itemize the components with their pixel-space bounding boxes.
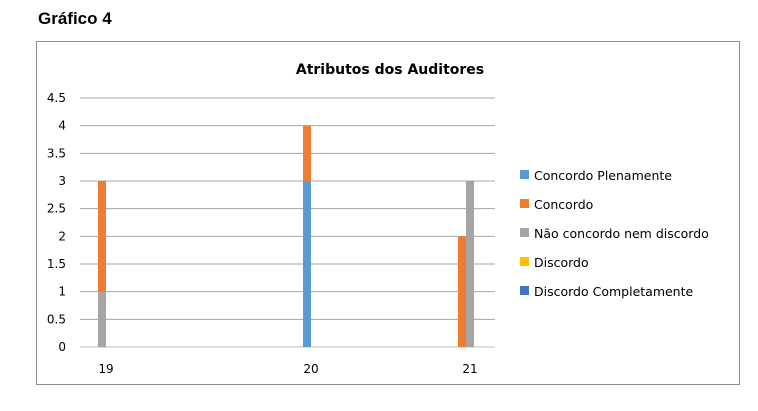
x-tick-label: 21 [462,362,477,376]
legend-swatch [520,170,529,179]
y-tick-label: 0 [58,340,66,354]
legend-swatch [520,228,529,237]
y-tick-label: 1.5 [47,257,66,271]
legend-swatch [520,199,529,208]
legend-label: Discordo [534,255,589,270]
gridlines [80,97,495,348]
y-tick-label: 0.5 [47,312,66,326]
bar [98,291,106,347]
bar [98,181,106,347]
x-tick-label: 19 [98,362,113,376]
y-axis-ticks: 0 0.5 1 1.5 2 2.5 3 3.5 4 4.5 [47,91,66,354]
y-tick-label: 2 [58,229,66,243]
x-tick-label: 20 [303,362,318,376]
bar [466,181,474,347]
y-tick-label: 2.5 [47,202,66,216]
legend-label: Concordo Plenamente [534,168,672,183]
y-tick-label: 3 [58,174,66,188]
legend-label: Concordo [534,197,593,212]
legend: Concordo Plenamente Concordo Não concordo … [520,168,709,299]
legend-swatch [520,286,529,295]
legend-swatch [520,257,529,266]
y-tick-label: 4 [58,119,66,133]
page-heading: Gráfico 4 [38,9,112,28]
x-axis-ticks: 19 20 21 [98,362,477,376]
legend-label: Não concordo nem discordo [534,226,709,241]
chart-title: Atributos dos Auditores [296,62,484,78]
y-tick-label: 4.5 [47,91,66,105]
bar [458,236,466,347]
legend-label: Discordo Completamente [534,284,694,299]
bars [98,125,474,348]
y-tick-label: 1 [58,285,66,299]
bar [303,181,311,347]
y-tick-label: 3.5 [47,146,66,160]
